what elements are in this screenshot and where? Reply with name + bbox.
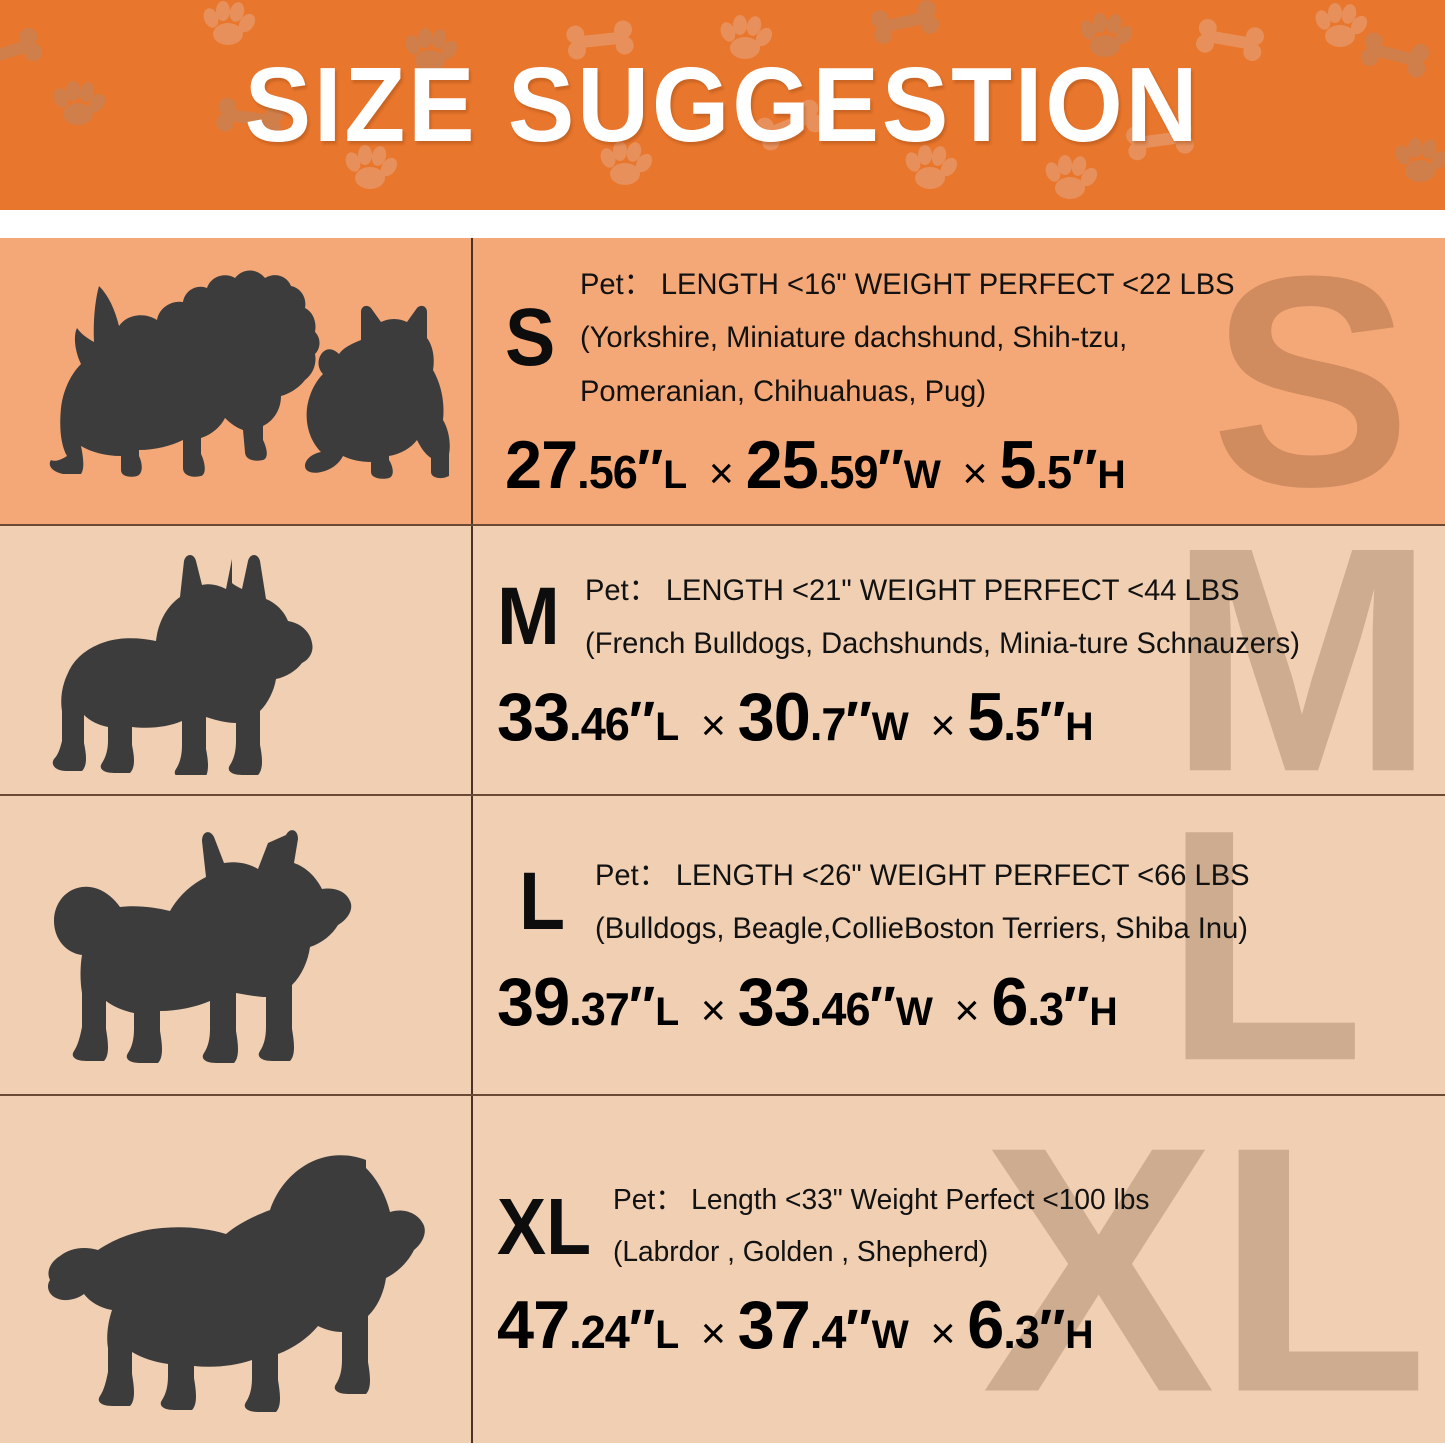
size-label-xl: XL (497, 1181, 592, 1271)
inch-mark: ″ (845, 689, 872, 753)
row-l-info-cell: L L Pet： LENGTH <26" WEIGHT PERFECT <66 … (473, 796, 1445, 1094)
length-whole: 39 (497, 964, 570, 1041)
width-axis: W (895, 990, 933, 1035)
dimensions-l: 39.37 ″ L × 33.46 ″ W × 6.3 ″ H (497, 963, 1418, 1041)
length-axis: L (655, 990, 680, 1035)
width-axis: W (871, 1313, 909, 1358)
dimension-separator: × (700, 1309, 726, 1359)
table-row: M M Pet： LENGTH <21" WEIGHT PERFECT <44 … (0, 526, 1445, 796)
height-whole: 6 (967, 1287, 1004, 1364)
spec-line: (French Bulldogs, Dachshunds, Minia-ture… (585, 627, 1301, 660)
width-whole: 30 (737, 679, 811, 756)
width-decimal: .59 (817, 446, 879, 499)
height-axis: H (1065, 1313, 1094, 1358)
table-row: L L Pet： LENGTH <26" WEIGHT PERFECT <66 … (0, 796, 1445, 1096)
length-decimal: .46 (569, 698, 630, 751)
width-decimal: .46 (809, 983, 871, 1036)
length-decimal: .56 (577, 446, 638, 499)
length-axis: L (655, 705, 680, 750)
width-axis: W (871, 705, 909, 750)
spec-line: Pet： Length <33" Weight Perfect <100 lbs (613, 1183, 1150, 1216)
page-title: SIZE SUGGESTION (244, 45, 1201, 164)
height-axis: H (1065, 705, 1094, 750)
header-divider-gap (0, 210, 1445, 238)
dimension-separator: × (708, 449, 734, 499)
spec-line: Pet： LENGTH <21" WEIGHT PERFECT <44 LBS (585, 573, 1240, 607)
width-whole: 33 (737, 964, 811, 1041)
spec-line: (Yorkshire, Miniature dachshund, Shih-tz… (579, 321, 1127, 355)
dimensions-m: 33.46 ″ L × 30.7 ″ W × 5.5 ″ H (497, 678, 1418, 756)
length-decimal: .24 (569, 1306, 630, 1359)
inch-mark: ″ (1063, 974, 1090, 1038)
size-label-m: M (497, 571, 560, 663)
row-m-info-cell: M M Pet： LENGTH <21" WEIGHT PERFECT <44 … (473, 526, 1445, 794)
width-whole: 25 (745, 427, 819, 504)
inch-mark: ″ (1039, 1297, 1066, 1361)
terrier-and-cat-silhouettes (49, 270, 450, 479)
length-decimal: .37 (569, 983, 630, 1036)
inch-mark: ″ (869, 974, 896, 1038)
row-xl-info-cell: XL XL Pet： Length <33" Weight Perfect <1… (473, 1096, 1445, 1443)
dimension-separator: × (700, 701, 726, 751)
height-whole: 5 (999, 427, 1036, 504)
spec-line: (Bulldogs, Beagle,CollieBoston Terriers,… (595, 912, 1249, 945)
dimension-separator: × (954, 986, 980, 1036)
french-bulldog-silhouette (52, 555, 312, 775)
shiba-inu-silhouette (53, 830, 351, 1063)
dimension-separator: × (962, 449, 988, 499)
length-whole: 27 (505, 427, 578, 504)
spec-line: Pomeranian, Chihuahuas, Pug) (579, 374, 986, 408)
height-axis: H (1089, 990, 1118, 1035)
inch-mark: ″ (636, 437, 664, 501)
height-decimal: .3 (1027, 983, 1064, 1036)
size-label-s: S (505, 292, 556, 384)
spec-line: Pet： LENGTH <16" WEIGHT PERFECT <22 LBS (579, 267, 1235, 301)
inch-mark: ″ (628, 689, 656, 753)
row-xl-illustration-cell (0, 1096, 473, 1443)
inch-mark: ″ (877, 437, 904, 501)
length-whole: 33 (497, 679, 570, 756)
length-axis: L (655, 1313, 680, 1358)
row-l-illustration-cell (0, 796, 473, 1094)
height-decimal: .3 (1003, 1306, 1040, 1359)
width-decimal: .4 (809, 1306, 847, 1359)
inch-mark: ″ (1039, 689, 1066, 753)
spec-line: Pet： LENGTH <26" WEIGHT PERFECT <66 LBS (595, 858, 1250, 892)
inch-mark: ″ (628, 974, 656, 1038)
dimension-separator: × (930, 1309, 956, 1359)
row-s-illustration-cell (0, 238, 473, 524)
length-axis: L (663, 453, 688, 498)
width-whole: 37 (737, 1287, 811, 1364)
inch-mark: ″ (1071, 437, 1098, 501)
dimension-separator: × (700, 986, 726, 1036)
table-row: XL XL Pet： Length <33" Weight Perfect <1… (0, 1096, 1445, 1443)
height-whole: 5 (967, 679, 1004, 756)
inch-mark: ″ (845, 1297, 872, 1361)
terrier-dog-silhouette (49, 270, 320, 477)
height-decimal: .5 (1035, 446, 1072, 499)
row-s-info-cell: S S Pet： LENGTH <16" WEIGHT PERFECT <22 … (473, 238, 1445, 524)
height-axis: H (1097, 453, 1126, 498)
spec-line: (Labrdor , Golden , Shepherd) (613, 1235, 989, 1268)
dimensions-xl: 47.24 ″ L × 37.4 ″ W × 6.3 ″ H (497, 1286, 1418, 1364)
size-label-l: L (519, 856, 566, 948)
size-table: S S Pet： LENGTH <16" WEIGHT PERFECT <22 … (0, 238, 1445, 1445)
width-axis: W (903, 453, 941, 498)
length-whole: 47 (497, 1287, 570, 1364)
chart-header: SIZE SUGGESTION (0, 0, 1445, 210)
width-decimal: .7 (809, 698, 847, 751)
golden-retriever-silhouette (47, 1154, 425, 1412)
dimensions-s: 27.56 ″ L × 25.59 ″ W × 5.5 ″ H (505, 426, 1418, 504)
table-row: S S Pet： LENGTH <16" WEIGHT PERFECT <22 … (0, 238, 1445, 526)
sitting-cat-silhouette (304, 305, 450, 479)
row-m-illustration-cell (0, 526, 473, 794)
inch-mark: ″ (628, 1297, 656, 1361)
dimension-separator: × (930, 701, 956, 751)
height-decimal: .5 (1003, 698, 1040, 751)
height-whole: 6 (991, 964, 1028, 1041)
